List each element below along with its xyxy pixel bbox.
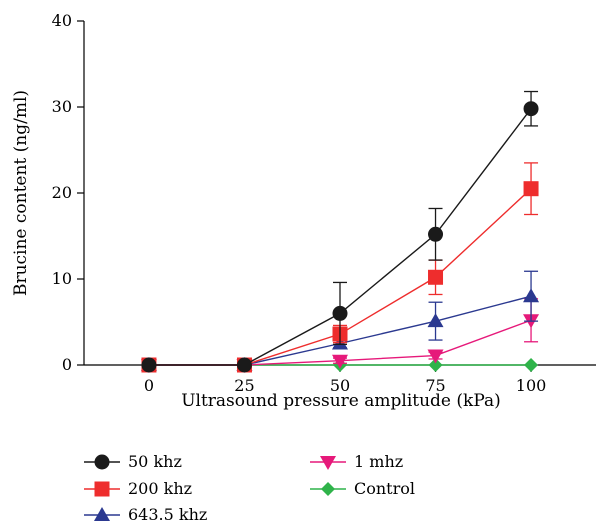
data-point xyxy=(141,358,156,373)
legend: 50 khz 200 khz 643.5 khz 1 mhz Control xyxy=(84,452,415,523)
y-axis-title: Brucine content (ng/ml) xyxy=(11,90,31,296)
x-tick-label: 100 xyxy=(516,376,547,395)
legend-item: 200 khz xyxy=(84,479,192,498)
legend-label: Control xyxy=(354,479,415,498)
y-tick-label: 10 xyxy=(52,269,72,288)
data-point xyxy=(428,270,443,285)
legend-item: Control xyxy=(310,479,415,498)
data-point xyxy=(428,227,443,242)
legend-item: 50 khz xyxy=(84,452,182,471)
x-axis-title: Ultrasound pressure amplitude (kPa) xyxy=(181,391,501,411)
y-tick-label: 0 xyxy=(62,355,72,374)
y-tick-label: 20 xyxy=(52,183,72,202)
legend-marker xyxy=(321,482,335,496)
data-point xyxy=(524,181,539,196)
data-point xyxy=(332,355,348,369)
legend-item: 1 mhz xyxy=(310,452,403,471)
legend-item: 643.5 khz xyxy=(84,505,207,523)
legend-marker xyxy=(95,455,110,470)
legend-label: 643.5 khz xyxy=(128,505,207,523)
legend-marker xyxy=(94,507,110,521)
data-point xyxy=(524,101,539,116)
y-tick-label: 40 xyxy=(52,11,72,30)
legend-label: 200 khz xyxy=(128,479,192,498)
legend-marker xyxy=(95,482,110,497)
data-point xyxy=(237,358,252,373)
legend-marker xyxy=(320,456,336,470)
y-tick-label: 30 xyxy=(52,97,72,116)
legend-label: 1 mhz xyxy=(354,452,403,471)
x-tick-label: 0 xyxy=(144,376,154,395)
legend-label: 50 khz xyxy=(128,452,182,471)
plot-area xyxy=(141,92,539,373)
data-point xyxy=(524,358,538,372)
series-50-khz xyxy=(141,92,538,373)
data-point xyxy=(523,288,539,302)
data-point xyxy=(333,306,348,321)
